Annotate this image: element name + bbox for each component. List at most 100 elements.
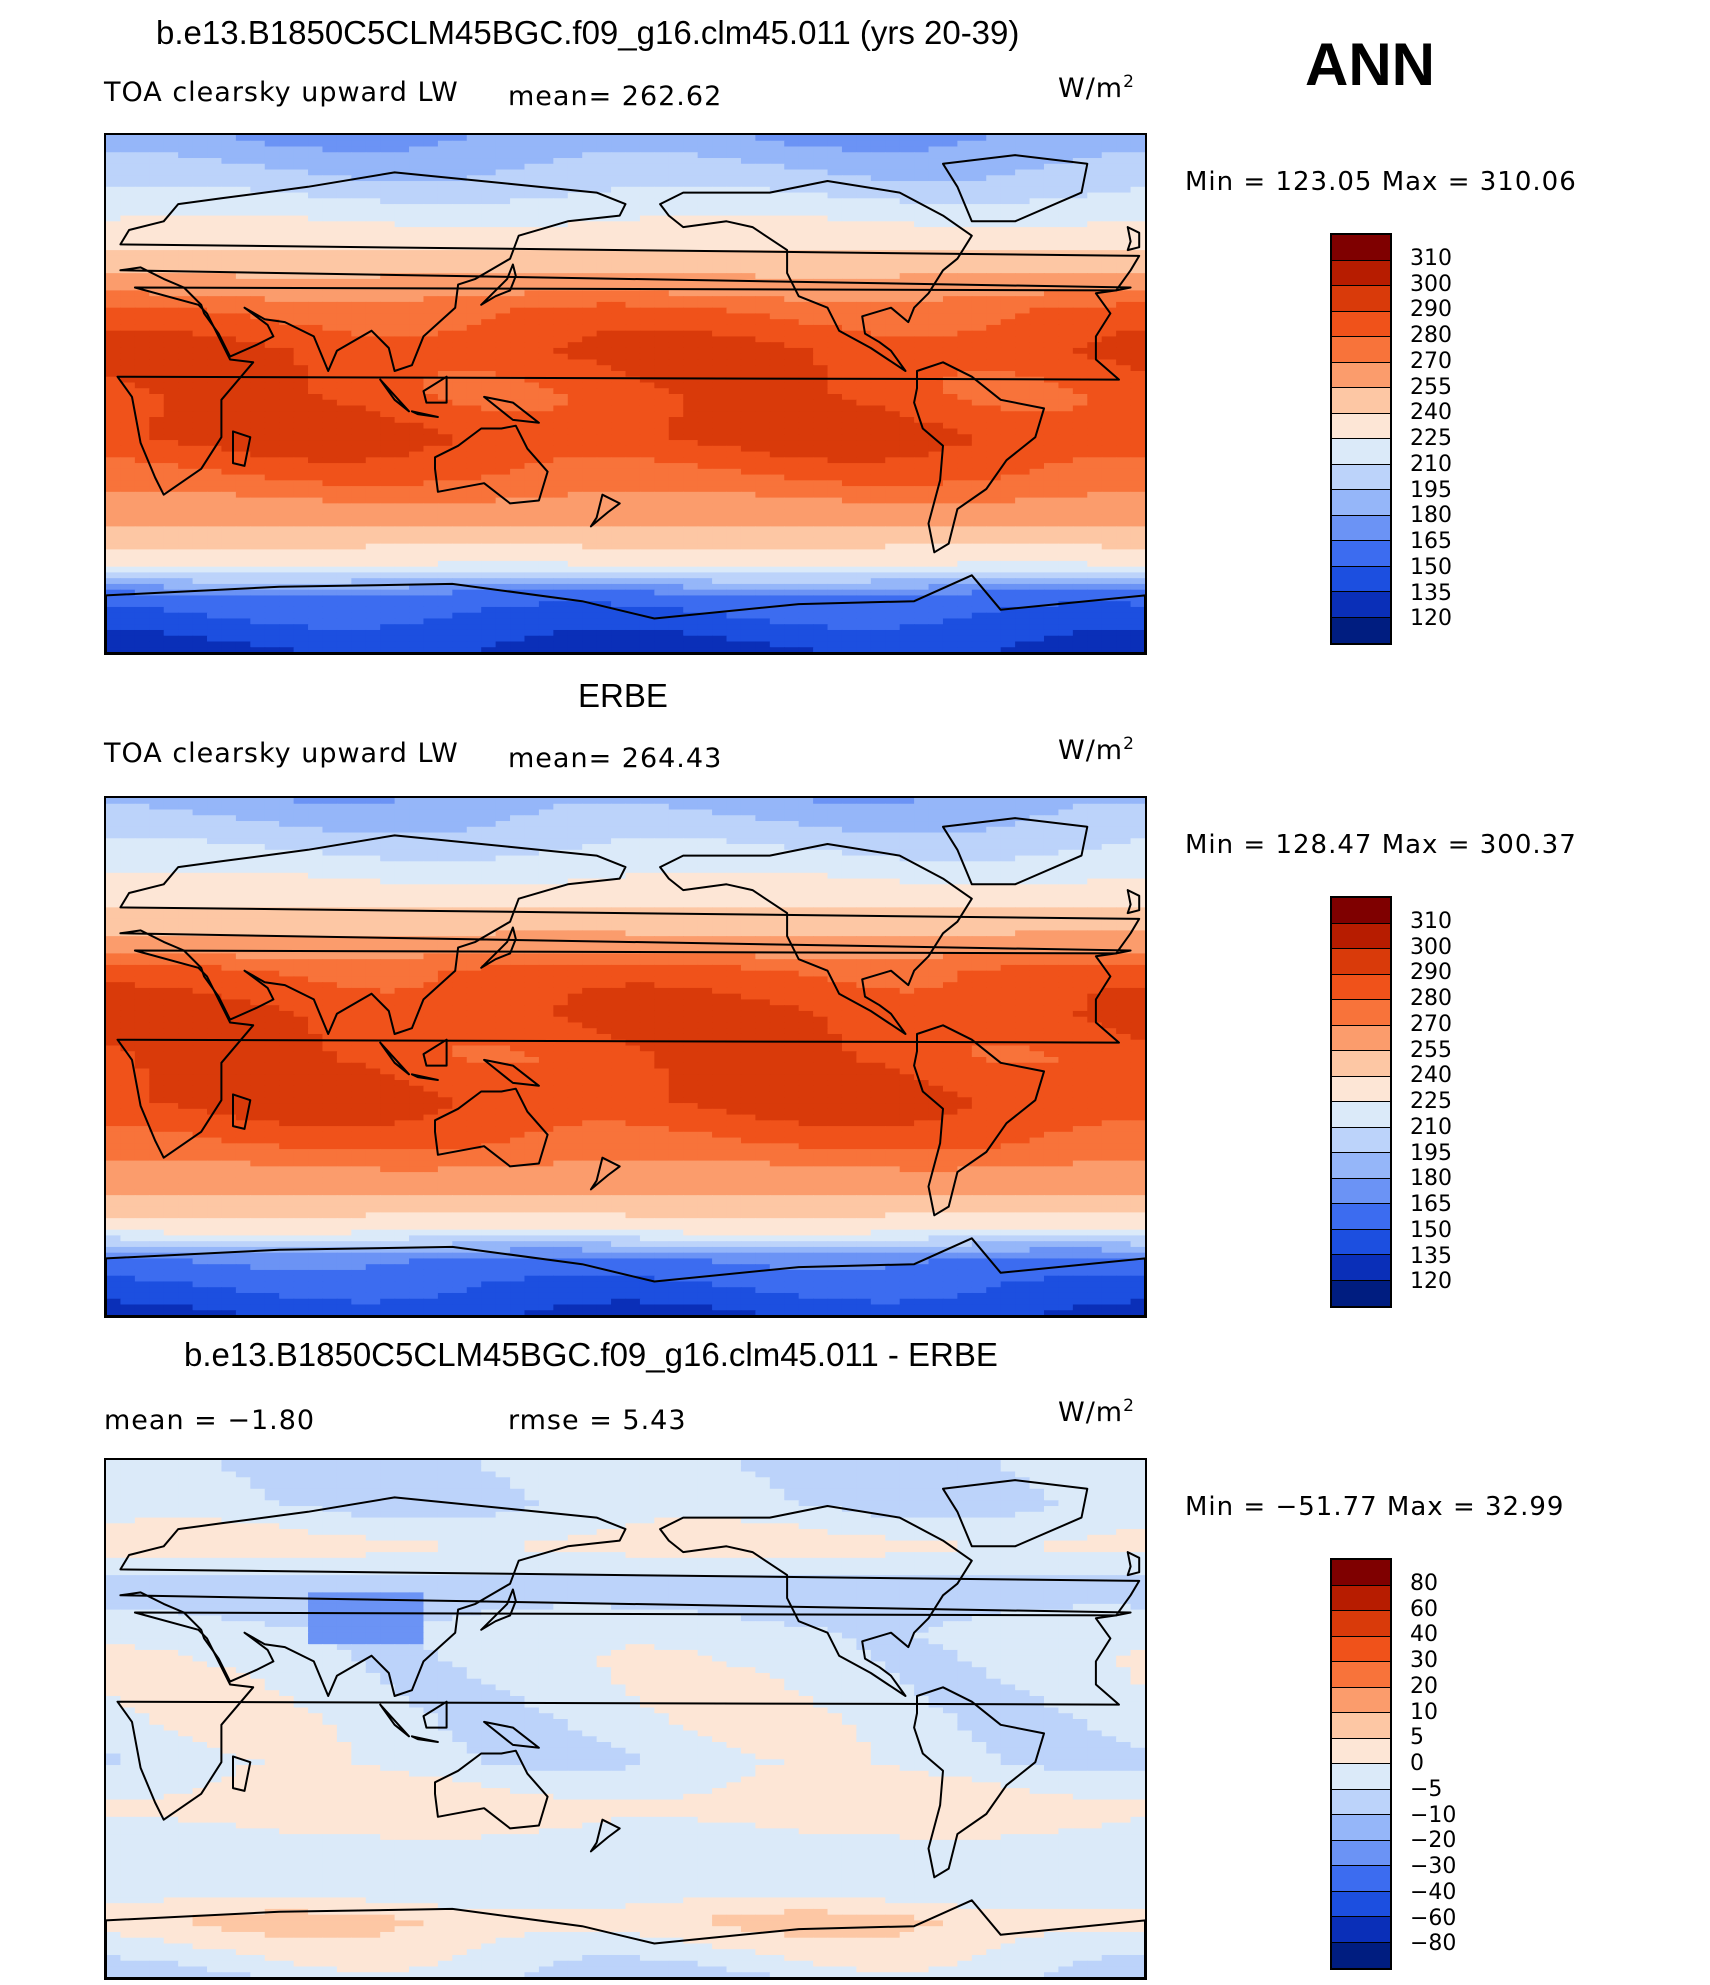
heatmap-cell: [308, 532, 324, 539]
heatmap-cell: [798, 347, 814, 355]
heatmap-cell: [1043, 192, 1060, 199]
heatmap-cell: [928, 313, 944, 320]
heatmap-cell: [1101, 417, 1117, 424]
heatmap-cell: [264, 532, 280, 539]
heatmap-cell: [697, 509, 713, 516]
heatmap-cell: [481, 411, 497, 418]
heatmap-cell: [697, 198, 713, 205]
heatmap-cell: [885, 509, 901, 516]
heatmap-cell: [942, 417, 958, 424]
heatmap-cell: [279, 388, 295, 395]
heatmap-cell: [625, 434, 641, 441]
heatmap-cell: [567, 261, 583, 268]
heatmap-cell: [611, 158, 627, 165]
heatmap-cell: [971, 135, 987, 142]
heatmap-cell: [1116, 509, 1132, 516]
heatmap-cell: [380, 261, 396, 268]
heatmap-cell: [351, 480, 367, 487]
heatmap-cell: [394, 342, 410, 349]
heatmap-cell: [914, 359, 930, 366]
heatmap-cell: [914, 491, 930, 499]
heatmap-cell: [1015, 399, 1031, 407]
heatmap-cell: [207, 370, 223, 378]
heatmap-cell: [336, 514, 352, 522]
heatmap-cell: [423, 330, 439, 338]
heatmap-cell: [250, 342, 266, 349]
heatmap-cell: [856, 238, 872, 245]
heatmap-cell: [596, 376, 612, 384]
heatmap-cell: [1072, 152, 1088, 159]
heatmap-cell: [784, 215, 800, 222]
heatmap-cell: [538, 405, 554, 412]
heatmap-cell: [784, 227, 800, 234]
heatmap-cell: [106, 238, 122, 245]
heatmap-cell: [668, 457, 684, 464]
heatmap-cell: [582, 353, 598, 361]
heatmap-cell: [553, 175, 569, 182]
heatmap-cell: [538, 146, 554, 153]
heatmap-cell: [149, 526, 165, 533]
heatmap-cell: [293, 273, 309, 280]
heatmap-cell: [149, 227, 165, 234]
heatmap-cell: [106, 382, 122, 389]
heatmap-cell: [928, 474, 944, 481]
heatmap-cell: [942, 474, 958, 481]
heatmap-cell: [899, 445, 915, 453]
heatmap-cell: [582, 526, 598, 533]
heatmap-cell: [308, 290, 324, 297]
heatmap-cell: [495, 370, 511, 378]
heatmap-cell: [567, 301, 583, 309]
heatmap-cell: [654, 330, 670, 338]
heatmap-cell: [221, 394, 237, 401]
heatmap-cell: [769, 422, 785, 430]
heatmap-cell: [798, 330, 814, 338]
heatmap-cell: [423, 463, 439, 470]
heatmap-cell: [192, 319, 208, 326]
heatmap-cell: [235, 267, 251, 274]
heatmap-cell: [1116, 370, 1132, 378]
heatmap-cell: [452, 296, 468, 303]
heatmap-cell: [1015, 474, 1031, 481]
heatmap-cell: [1116, 388, 1132, 395]
heatmap-cell: [510, 474, 526, 481]
heatmap-cell: [726, 290, 742, 297]
heatmap-cell: [1130, 336, 1145, 343]
heatmap-cell: [1072, 181, 1088, 188]
heatmap-cell: [668, 359, 684, 366]
heatmap-cell: [120, 284, 136, 291]
heatmap-cell: [769, 382, 785, 389]
heatmap-cell: [639, 330, 655, 338]
heatmap-cell: [380, 342, 396, 349]
heatmap-cell: [235, 169, 251, 176]
heatmap-cell: [409, 491, 425, 499]
heatmap-cell: [351, 330, 367, 338]
heatmap-cell: [1101, 468, 1117, 476]
heatmap-cell: [798, 158, 814, 165]
heatmap-cell: [1029, 451, 1045, 458]
heatmap-cell: [466, 388, 482, 395]
heatmap-cell: [1043, 417, 1060, 424]
heatmap-cell: [336, 307, 352, 315]
heatmap-cell: [971, 181, 987, 188]
heatmap-cell: [380, 520, 396, 527]
heatmap-cell: [250, 204, 266, 211]
heatmap-cell: [351, 204, 367, 211]
heatmap-cell: [481, 526, 497, 533]
heatmap-cell: [986, 204, 1002, 211]
heatmap-cell: [1072, 330, 1088, 338]
heatmap-cell: [755, 422, 771, 430]
heatmap-cell: [841, 284, 857, 291]
heatmap-cell: [149, 296, 165, 303]
heatmap-cell: [986, 428, 1002, 435]
heatmap-cell: [668, 491, 684, 499]
heatmap-cell: [567, 451, 583, 458]
heatmap-cell: [1058, 267, 1074, 274]
heatmap-cell: [1101, 451, 1117, 458]
heatmap-cell: [914, 238, 930, 245]
heatmap-cell: [813, 163, 829, 171]
heatmap-cell: [149, 319, 165, 326]
heatmap-cell: [106, 301, 122, 309]
heatmap-cell: [726, 342, 742, 349]
heatmap-cell: [986, 463, 1002, 470]
heatmap-cell: [668, 405, 684, 412]
